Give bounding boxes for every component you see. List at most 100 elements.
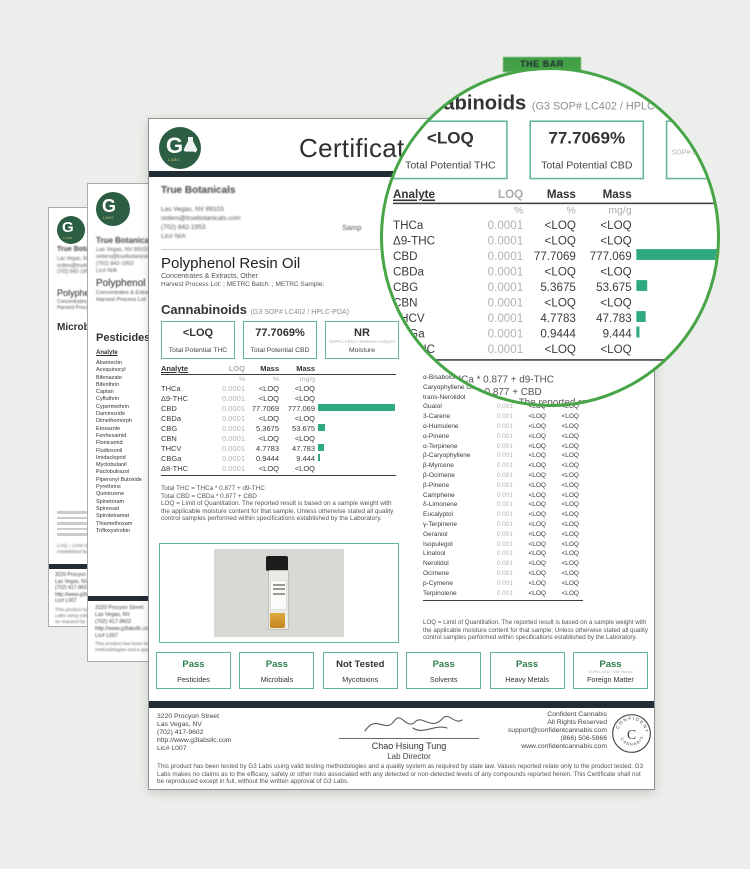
result-bar	[636, 311, 646, 322]
table-row: α-Pinene 0.001 <LOQ <LOQ	[423, 432, 579, 440]
lab-address: 3220 Procyon Street Las Vegas, NV (702) 41…	[157, 713, 232, 752]
table-units: % % mg/g	[513, 205, 632, 217]
product-name: Polyphenol Resin Oil	[96, 278, 189, 289]
signer-name: Chao Hsiung Tung	[371, 741, 447, 751]
vial-label	[270, 580, 287, 610]
table-units: % % mg/g	[238, 376, 315, 383]
cannabinoids-title: Cannabinoids (G3 SOP# LC402 / HPLC-PDA)	[393, 91, 685, 115]
g3-labs-logo: G LABS	[57, 216, 85, 244]
table-header: Analyte LOQ Mass Mass	[161, 364, 396, 375]
table-row: Geraniol 0.001 <LOQ <LOQ	[423, 530, 579, 538]
cannabinoids-title: Cannabinoids (G3 SOP# LC402 / HPLC-PDA)	[161, 302, 350, 317]
potency-box: <LOQ Total Potential THC	[393, 120, 508, 180]
confident-cannabis-stamp: CONFIDENT CANNABIS C	[612, 714, 651, 753]
table-row: CBGa 0.0001 0.9444 9.444	[161, 454, 406, 464]
status-badge: Pass Solvents	[406, 652, 482, 689]
table-row: CBDa 0.0001 <LOQ <LOQ	[393, 264, 632, 279]
table-row: Guaiol 0.001 <LOQ <LOQ	[423, 403, 579, 411]
divider	[161, 249, 491, 250]
table-row: CBN 0.0001 <LOQ <LOQ	[161, 434, 315, 443]
potency-box: 77.7069% Total Potential CBD	[529, 120, 645, 180]
signer-title: Lab Director	[387, 752, 431, 761]
result-bar	[318, 454, 320, 461]
product-category: Concentrates & Extracts, Other	[96, 290, 173, 296]
potency-box: <LOQ Total Potential THC	[161, 321, 235, 359]
table-row: 3-Carene 0.001 <LOQ <LOQ	[423, 413, 579, 421]
result-bar	[636, 326, 640, 338]
client-name: True Botanicals	[96, 236, 156, 245]
table-header: Analyte LOQ Mass Mass	[393, 187, 717, 205]
footer-address: 3220 Procyon Street Las Vegas, NV (702) 41…	[95, 605, 153, 639]
table-row: CBGa 0.0001 0.9444 9.444	[393, 326, 717, 343]
svg-text:C: C	[627, 727, 636, 742]
table-row: Δ8-THC 0.0001 <LOQ <LOQ	[393, 342, 632, 357]
table-row: Δ8-THC 0.0001 <LOQ <LOQ	[161, 464, 315, 473]
client-name: True Botanicals	[57, 246, 110, 253]
pesticide-list: Abamectin Acequinocyl Bifenazate Bifenthrin…	[96, 360, 142, 534]
table-row: Isopulegol 0.001 <LOQ <LOQ	[423, 540, 579, 548]
table-row: p-Cymene 0.001 <LOQ <LOQ	[423, 579, 579, 587]
status-badge: Pass Heavy Metals	[489, 652, 565, 689]
terpene-rows: α-Bisabolol 0.001 <LOQ <LOQ Caryophyllen…	[423, 374, 653, 599]
potency-box: NR SOP# LAB10 / Moisture Analyzer Moistu…	[325, 321, 399, 359]
g3-labs-logo: G LABS	[96, 192, 130, 226]
table-row: THCa 0.0001 <LOQ <LOQ	[161, 384, 315, 393]
table-row: Δ9-THC 0.0001 <LOQ <LOQ	[161, 394, 315, 403]
table-row: Linalool 0.001 <LOQ <LOQ	[423, 550, 579, 558]
footer-address: 3220 Procyon Street Las Vegas, NV (702) 41…	[55, 572, 110, 605]
cannabinoid-rows: THCa 0.0001 <LOQ <LOQ Δ9-THC 0.0001 <LOQ…	[393, 218, 717, 358]
signature	[364, 715, 463, 732]
table-row: THCV 0.0001 4.7783 47.783	[393, 311, 717, 327]
status-badge: Pass SOP# LA002 / Microscope Foreign Mat…	[572, 652, 648, 689]
analyte-header: Analyte	[96, 350, 118, 356]
table-endline	[393, 359, 717, 361]
status-badge: Pass Pesticides	[156, 652, 231, 689]
magnifier-lens: Cannabinoids (G3 SOP# LC402 / HPLC-PDA) …	[380, 67, 720, 407]
table-row: γ-Terpinene 0.001 <LOQ <LOQ	[423, 520, 579, 528]
table-row: Nerolidol 0.001 <LOQ <LOQ	[423, 560, 579, 568]
footer-bar	[149, 701, 654, 708]
table-row: β-Pinene 0.001 <LOQ <LOQ	[423, 481, 579, 489]
terpene-note: LOQ = Limit of Quantitation. The reporte…	[423, 619, 648, 642]
table-row: Ocimene 0.001 <LOQ <LOQ	[423, 569, 579, 577]
result-bar	[636, 280, 648, 291]
product-name: Polyphenol Resin Oil	[161, 255, 301, 272]
flask-icon	[183, 137, 198, 153]
table-row: CBG 0.0001 5.3675 53.675	[393, 280, 717, 296]
method-label: (G3 SOP# LC402 / HPLC-PDA)	[531, 101, 685, 113]
confident-cannabis-info: Confident Cannabis All Rights Reserved sup…	[507, 711, 607, 750]
section-title: Microbials	[57, 322, 107, 333]
certificate-disclaimer: This product has been tested by G3 Labs …	[157, 763, 644, 785]
g3-labs-logo: G LABS	[159, 127, 201, 169]
vial-body	[268, 570, 289, 630]
table-row: α-Humulene 0.001 <LOQ <LOQ	[423, 422, 579, 430]
client-name: True Botanicals	[161, 185, 236, 196]
table-row: THCV 0.0001 4.7783 47.783	[161, 444, 406, 454]
table-endline	[161, 475, 396, 476]
product-category: Concentrates & Extracts, Other	[161, 273, 258, 280]
cannabinoid-notes: Total THC = THCa * 0.877 + d9-THC Total …	[161, 485, 394, 523]
table-row: β-Myrcene 0.001 <LOQ <LOQ	[423, 462, 579, 470]
result-bar	[318, 404, 395, 411]
sample-label-fragment: Samp	[342, 223, 362, 232]
potency-box: NR SOP# LAB10 / Moisture Analyzer Moistu…	[665, 120, 717, 180]
table-row: δ-Limonene 0.001 <LOQ <LOQ	[423, 501, 579, 509]
table-row: Δ9-THC 0.0001 <LOQ <LOQ	[393, 233, 632, 248]
table-row: CBD 0.0001 77.7069 777.069	[161, 404, 406, 414]
cannabinoid-notes: Total THC = THCa * 0.877 + d9-THC Total …	[393, 374, 717, 407]
status-badge: Pass Microbials	[239, 652, 315, 689]
table-row: THCa 0.0001 <LOQ <LOQ	[393, 218, 632, 233]
table-row: CBG 0.0001 5.3675 53.675	[161, 424, 406, 434]
table-row: CBN 0.0001 <LOQ <LOQ	[393, 295, 632, 310]
table-row: Terpinolene 0.001 <LOQ <LOQ	[423, 589, 579, 597]
result-bar	[636, 249, 717, 260]
terpenes-section: α-Bisabolol 0.001 <LOQ <LOQ Caryophyllen…	[423, 374, 653, 642]
test-badges: Pass Pesticides Pass Microbials Not Test…	[156, 652, 654, 689]
table-row: Camphene 0.001 <LOQ <LOQ	[423, 491, 579, 499]
product-lot: Harvest Process Lot: ; METRC Batch: ; ME…	[161, 281, 325, 288]
table-row: β-Caryophyllene 0.001 <LOQ <LOQ	[423, 452, 579, 460]
sample-photo-frame	[159, 543, 399, 643]
table-row: α-Terpinene 0.001 <LOQ <LOQ	[423, 442, 579, 450]
